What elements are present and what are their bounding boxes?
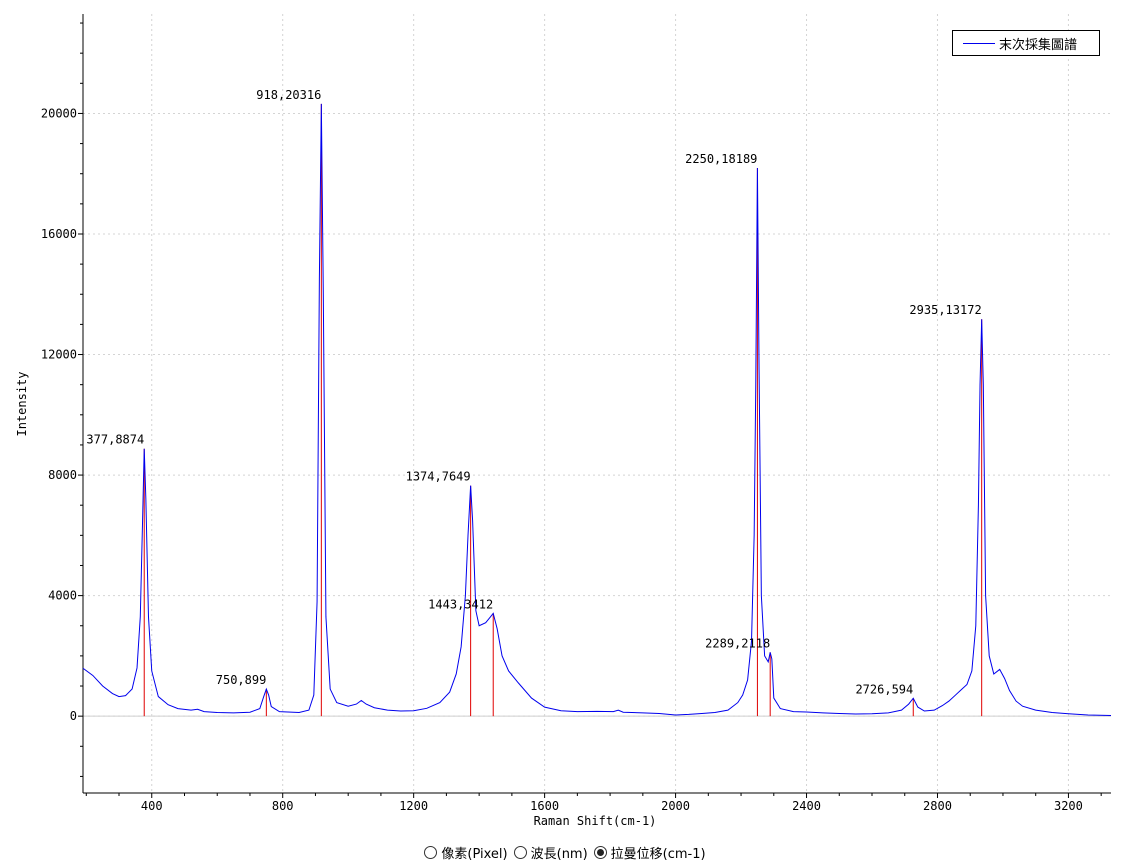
x-tick-label: 2800 [923,799,952,813]
y-axis-title: Intensity [15,371,29,436]
y-tick-label: 20000 [41,106,77,120]
x-axis-mode-selector: 像素(Pixel) 波長(nm) 拉曼位移(cm-1) [0,840,1130,864]
peak-label: 377,8874 [86,433,144,447]
mode-pixel-label: 像素(Pixel) [441,846,508,862]
y-tick-label: 4000 [48,589,77,603]
peak-label: 1443,3412 [428,597,493,611]
peak-markers [143,103,983,717]
mode-pixel-radio[interactable] [424,845,438,859]
mode-raman-shift-label: 拉曼位移(cm-1) [610,846,706,862]
grid [83,14,1111,793]
x-tick-label: 2000 [661,799,690,813]
raman-spectrum-chart[interactable]: 400 800 1200 1600 2000 2400 2800 3200 0 4000 8000 1… [0,0,1130,835]
peak-label: 918,20316 [256,88,321,102]
peak-labels: 377,8874 750,899 918,20316 1374,7649 1443,34… [86,88,981,696]
y-tick-label: 0 [70,709,77,723]
peak-label: 750,899 [216,673,267,687]
x-tick-label: 3200 [1054,799,1083,813]
peak-label: 2250,18189 [685,152,757,166]
spectrum-line [82,103,1112,717]
chart-area[interactable]: 400 800 1200 1600 2000 2400 2800 3200 0 4000 8000 1… [0,0,1130,835]
x-tick-label: 1200 [399,799,428,813]
peak-label: 1374,7649 [406,470,471,484]
x-tick-label: 400 [141,799,163,813]
x-tick-label: 1600 [530,799,559,813]
mode-wavelength-option[interactable]: 波長(nm) [513,843,588,862]
legend: 末次採集圖譜 [952,30,1100,56]
y-tick-label: 16000 [41,227,77,241]
y-tick-label: 12000 [41,348,77,362]
legend-label: 末次採集圖譜 [999,37,1078,53]
mode-raman-shift-option[interactable]: 拉曼位移(cm-1) [593,843,706,862]
peak-label: 2935,13172 [909,303,981,317]
legend-swatch [963,42,995,44]
y-tick-label: 8000 [48,468,77,482]
x-tick-label: 2400 [792,799,821,813]
mode-raman-shift-radio[interactable] [593,845,607,859]
mode-wavelength-radio[interactable] [513,845,527,859]
x-tick-label: 800 [272,799,294,813]
series [82,103,1112,717]
mode-pixel-option[interactable]: 像素(Pixel) [424,843,508,862]
peak-label: 2289,2118 [705,636,770,650]
peak-label: 2726,594 [855,682,913,696]
x-axis-title: Raman Shift(cm-1) [534,814,657,828]
mode-wavelength-label: 波長(nm) [530,846,588,862]
axes: 400 800 1200 1600 2000 2400 2800 3200 0 4000 8000 1… [41,14,1111,813]
